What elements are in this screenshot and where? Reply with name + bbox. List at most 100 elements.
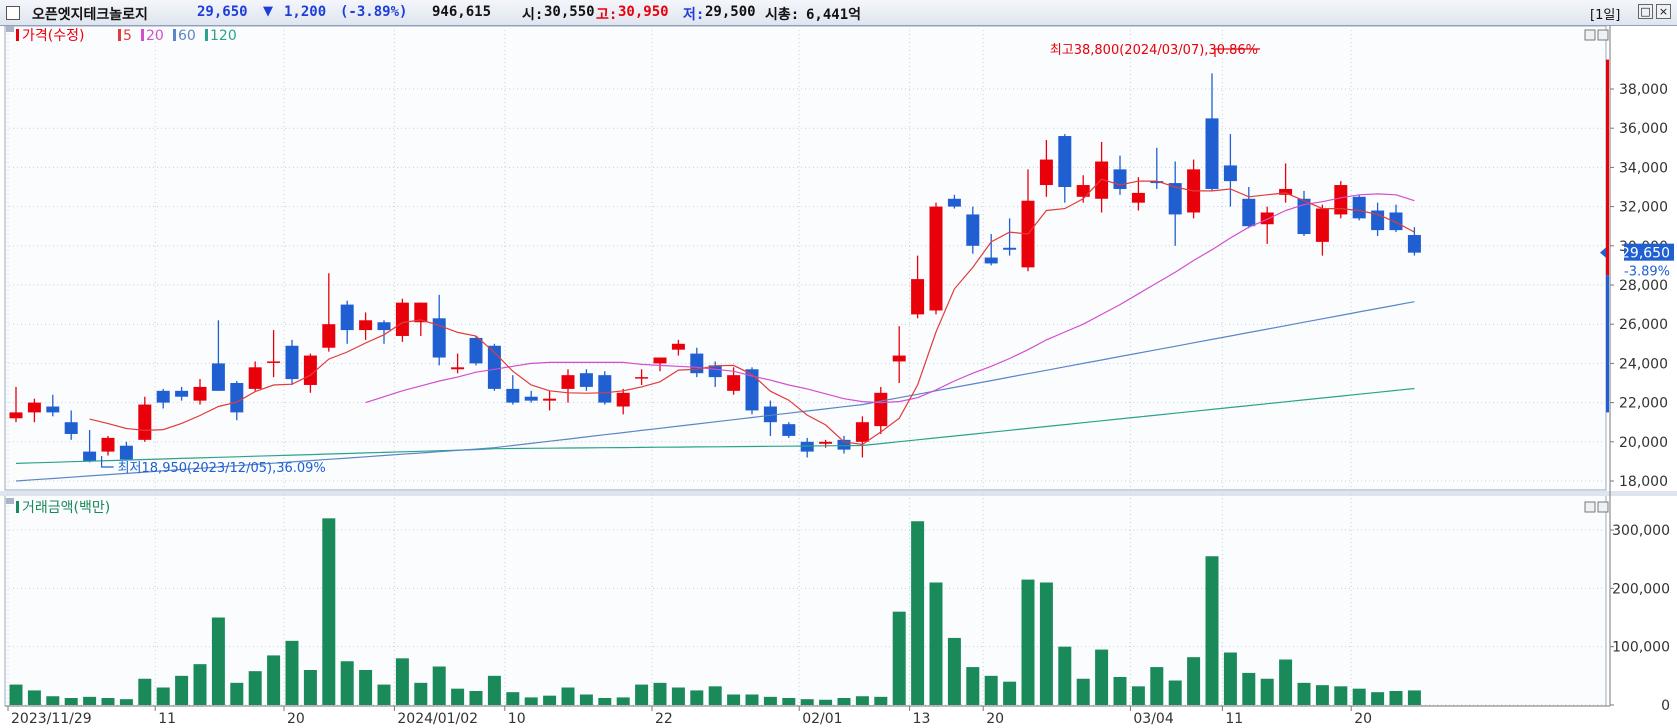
candle-body: [635, 377, 649, 379]
volume-bar: [598, 698, 612, 705]
volume-bar: [1242, 672, 1256, 705]
high-label: 고:: [596, 7, 618, 23]
annotation-low-arrow: [100, 456, 114, 468]
volume-bar: [469, 691, 483, 705]
volume-bar: [1260, 678, 1274, 705]
candle-body: [432, 318, 446, 358]
candle-body: [156, 390, 170, 403]
volume-bar: [837, 698, 851, 705]
volume-tick-label: 200,000: [1612, 581, 1670, 597]
legend-ma-swatch: [118, 29, 121, 41]
candle-body: [175, 390, 189, 397]
volume-tick-label: 300,000: [1612, 523, 1670, 539]
volume-legend: 거래금액(백만): [22, 500, 110, 516]
volume-bar: [1150, 667, 1164, 705]
candle-body: [1095, 161, 1109, 199]
volume-bar: [984, 675, 998, 705]
candle-body: [984, 257, 998, 264]
current-price-label: 29,650: [1621, 246, 1670, 262]
candle-body: [1407, 235, 1421, 253]
candle-body: [855, 422, 869, 442]
current-price: 29,650: [197, 4, 248, 20]
volume-bar: [929, 582, 943, 705]
candle-body: [414, 302, 428, 323]
candle-body: [340, 304, 354, 331]
candle-body: [211, 363, 225, 391]
volume-bar: [727, 694, 741, 705]
current-price-arrow-icon: [1600, 246, 1607, 259]
mktcap-value: 6,441억: [806, 7, 862, 23]
price-tick-label: 28,000: [1619, 278, 1668, 294]
restore-window-icon[interactable]: □: [1638, 4, 1653, 19]
candle-body: [395, 302, 409, 336]
candle-body: [1315, 208, 1329, 242]
volume-bar: [819, 699, 833, 705]
candle-body: [377, 322, 391, 331]
volume-bar: [1076, 678, 1090, 705]
candle-body: [579, 373, 593, 387]
volume-bar: [395, 658, 409, 705]
volume-bar: [1407, 690, 1421, 705]
price-tick-label: 26,000: [1619, 317, 1668, 333]
volume-panel: [4, 491, 1607, 707]
volume-bar: [303, 670, 317, 705]
price-panel: [4, 26, 1607, 491]
volume-bar: [27, 690, 41, 705]
candle-body: [506, 388, 520, 403]
candle-body: [322, 324, 336, 348]
ma5-line: [89, 178, 1415, 446]
candle-body: [1150, 181, 1164, 184]
axis-range-up: [1606, 59, 1609, 276]
volume-bar: [1039, 582, 1053, 705]
volume-bar: [1187, 657, 1201, 705]
volume-bar: [64, 698, 78, 705]
date-tick-label: 03/04: [1133, 711, 1173, 727]
volume-bar: [1131, 686, 1145, 705]
panel-restore-icon: [1584, 29, 1596, 41]
candle-body: [819, 441, 833, 444]
volume-bar: [1279, 659, 1293, 705]
candle-body: [911, 279, 925, 315]
candle-body: [83, 451, 97, 462]
candle-body: [119, 445, 133, 460]
volume-bar: [506, 692, 520, 705]
volume-bar: [543, 695, 557, 705]
candle-body: [1334, 185, 1348, 215]
volume-bar: [1003, 681, 1017, 705]
candle-body: [708, 365, 722, 378]
panel-close-icon: [1597, 29, 1609, 41]
select-checkbox[interactable]: [6, 6, 20, 20]
price-tick-label: 20,000: [1619, 435, 1668, 451]
legend-ma-label: 60: [178, 28, 196, 44]
volume-bar: [359, 670, 373, 705]
candle-body: [616, 392, 630, 407]
candle-body: [947, 198, 961, 207]
price-legend: 가격(수정): [22, 28, 84, 44]
price-tick-label: 24,000: [1619, 356, 1668, 372]
volume-bar: [1095, 649, 1109, 705]
date-tick-label: 2023/11/29: [11, 711, 92, 727]
annotation-high-arrow: [1214, 48, 1260, 57]
period-selector[interactable]: [1일]: [1590, 8, 1621, 23]
volume-bar: [285, 640, 299, 705]
volume-bar: [745, 694, 759, 705]
candle-body: [837, 439, 851, 450]
candle-body: [800, 441, 814, 452]
ma60-line: [15, 301, 1415, 482]
close-window-icon[interactable]: ×: [1656, 4, 1671, 19]
volume-bar: [1297, 682, 1311, 705]
date-tick-label: 10: [508, 711, 526, 727]
volume-bar: [101, 698, 115, 705]
date-tick-label: 13: [913, 711, 931, 727]
candle-body: [1039, 159, 1053, 186]
candle-body: [1076, 185, 1090, 197]
volume-bar: [855, 696, 869, 705]
candle-body: [27, 402, 41, 413]
legend-ma-swatch: [173, 29, 176, 41]
candle-body: [1223, 165, 1237, 182]
volume-bar: [83, 696, 97, 705]
date-tick-label: 11: [1225, 711, 1243, 727]
volume-bar: [690, 690, 704, 705]
volume-bar: [451, 688, 465, 705]
legend-ma-swatch: [141, 29, 144, 41]
